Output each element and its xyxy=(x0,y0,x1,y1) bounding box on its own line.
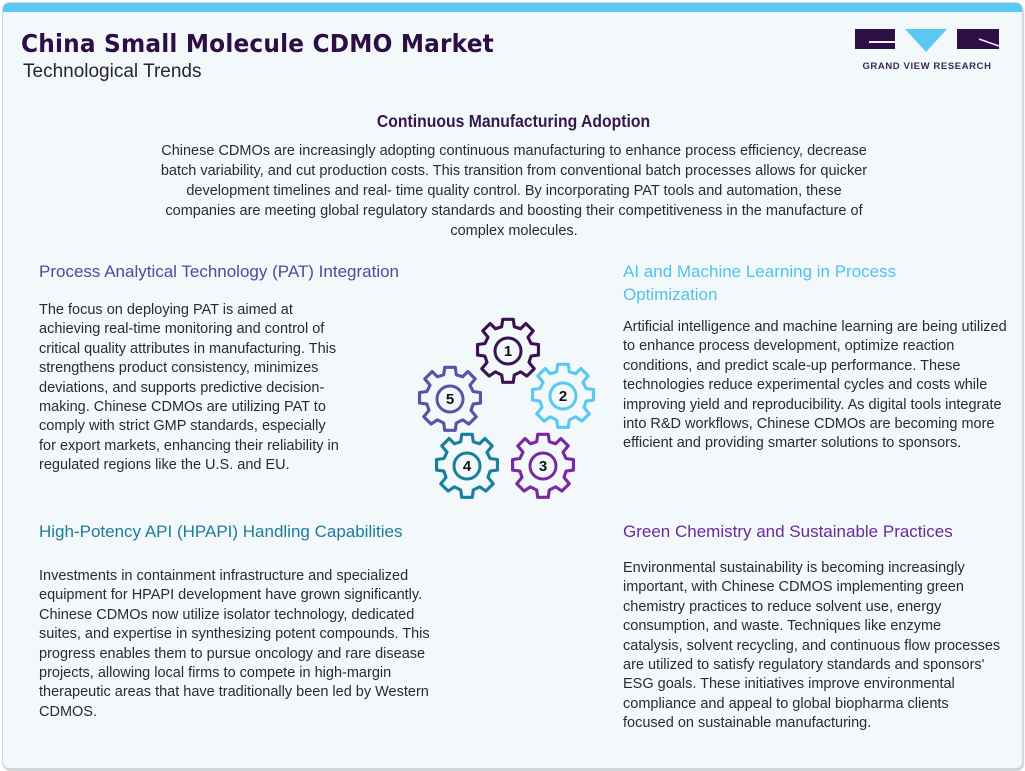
gear-icon: 3 xyxy=(510,432,576,499)
page-subtitle: Technological Trends xyxy=(23,61,202,82)
gear-icon: 4 xyxy=(434,432,500,499)
section-body-hpapi: Investments in containment infrastructur… xyxy=(39,568,430,720)
svg-text:5: 5 xyxy=(446,391,454,408)
gear-icon: 1 xyxy=(475,317,541,384)
section-heading-continuous-manufacturing: Continuous Manufacturing Adoption xyxy=(376,111,651,131)
section-body-pat: The focus on deploying PAT is aimed at a… xyxy=(39,302,339,474)
section-body-green-chemistry: Environmental sustainability is becoming… xyxy=(623,560,1001,732)
logo-text: GRAND VIEW RESEARCH xyxy=(862,61,992,72)
svg-text:4: 4 xyxy=(463,458,472,475)
svg-text:2: 2 xyxy=(559,388,567,405)
section-body-ai-ml: Artificial intelligence and machine lear… xyxy=(623,319,1007,452)
gears-diagram: 1 2 3 4 5 xyxy=(417,317,596,499)
section-body-continuous-manufacturing: Chinese CDMOs are increasingly adopting … xyxy=(160,143,868,239)
section-heading-ai-ml: AI and Machine Learning in Process Optim… xyxy=(623,262,897,304)
gvr-logo-icon xyxy=(855,29,999,52)
gear-icon: 5 xyxy=(417,365,483,432)
top-accent-bar xyxy=(3,3,1022,12)
section-heading-green-chemistry: Green Chemistry and Sustainable Practice… xyxy=(623,522,953,541)
svg-text:1: 1 xyxy=(504,343,512,360)
page-title: China Small Molecule CDMO Market xyxy=(21,29,494,58)
gear-icon: 2 xyxy=(530,362,596,429)
section-heading-hpapi: High-Potency API (HPAPI) Handling Capabi… xyxy=(39,522,403,541)
svg-text:3: 3 xyxy=(539,458,547,475)
section-heading-pat: Process Analytical Technology (PAT) Inte… xyxy=(39,262,400,281)
